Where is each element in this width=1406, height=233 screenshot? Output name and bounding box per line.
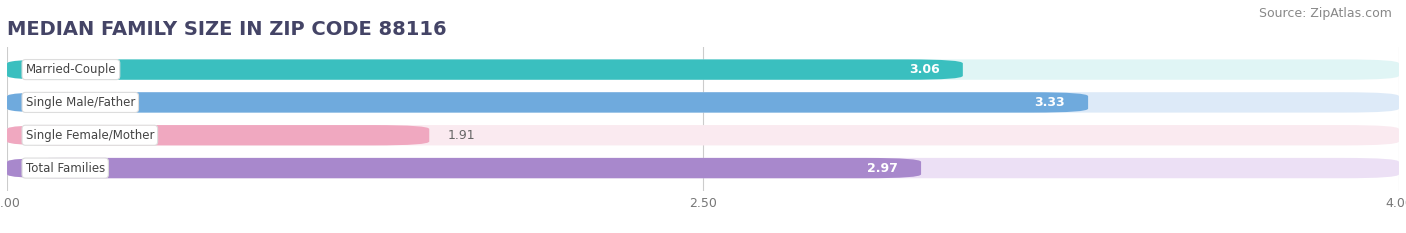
FancyBboxPatch shape (7, 125, 1399, 145)
FancyBboxPatch shape (7, 92, 1088, 113)
Text: Single Male/Father: Single Male/Father (25, 96, 135, 109)
Text: Married-Couple: Married-Couple (25, 63, 117, 76)
Text: 1.91: 1.91 (447, 129, 475, 142)
Text: Total Families: Total Families (25, 161, 105, 175)
FancyBboxPatch shape (7, 158, 921, 178)
FancyBboxPatch shape (7, 59, 963, 80)
Text: Single Female/Mother: Single Female/Mother (25, 129, 155, 142)
FancyBboxPatch shape (7, 92, 1399, 113)
Text: 3.06: 3.06 (908, 63, 939, 76)
FancyBboxPatch shape (7, 59, 1399, 80)
FancyBboxPatch shape (7, 158, 1399, 178)
Text: 3.33: 3.33 (1035, 96, 1064, 109)
Text: 2.97: 2.97 (868, 161, 898, 175)
Text: MEDIAN FAMILY SIZE IN ZIP CODE 88116: MEDIAN FAMILY SIZE IN ZIP CODE 88116 (7, 21, 447, 39)
FancyBboxPatch shape (7, 125, 429, 145)
Text: Source: ZipAtlas.com: Source: ZipAtlas.com (1258, 7, 1392, 20)
